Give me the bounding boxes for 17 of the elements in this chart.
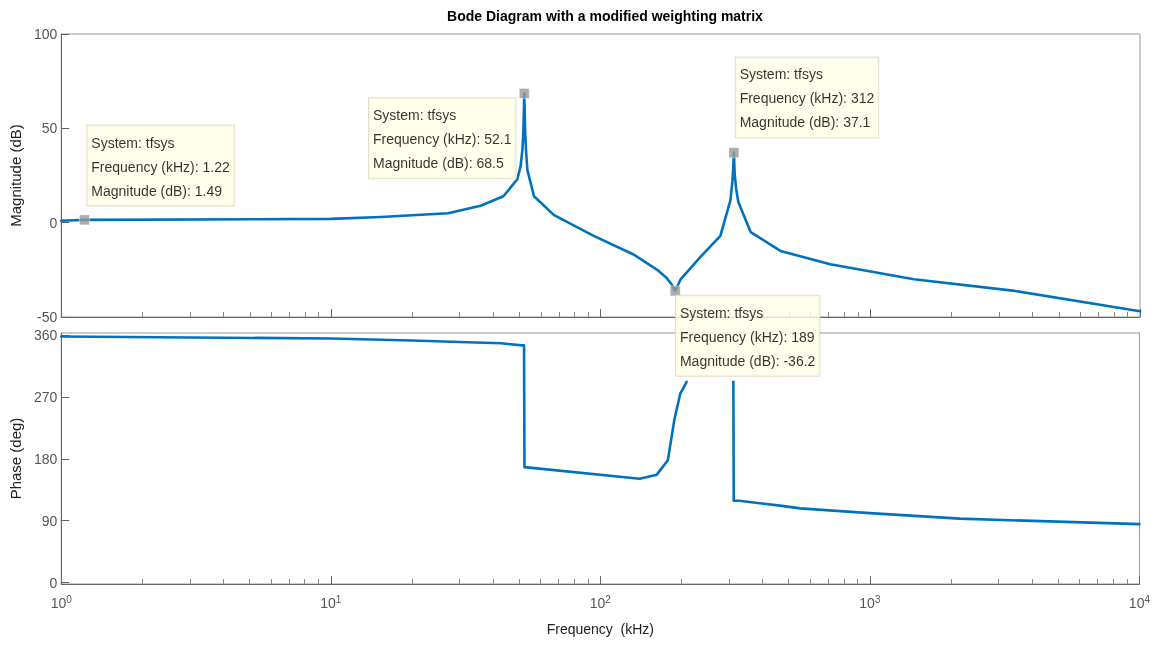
y-tick-label: 0 [49,214,58,231]
annotation: System: tfsys Frequency (kHz): 52.1 Magnitude (dB): 68.5 [373,107,512,172]
y-axis-title: Magnitude (dB) [7,124,24,227]
annotation: System: tfsys Frequency (kHz): 189 Magnitude (dB): -36.2 [679,304,816,369]
y-tick-label: -50 [37,309,58,325]
y-tick-label: 270 [33,388,58,405]
y-axis-title: Phase (deg) [7,417,24,500]
y-tick-label: 90 [41,512,58,529]
x-axis-title: Frequency (kHz) [546,621,655,637]
chart-title: Bode Diagram with a modified weighting matrix [447,8,764,24]
y-tick-label: 50 [41,120,58,137]
annotation: System: tfsys Frequency (kHz): 312 Magnitude (dB): 37.1 [739,66,875,131]
y-tick-label: 100 [33,26,58,42]
y-tick-label: 180 [33,450,58,467]
y-tick-label: 0 [49,574,58,591]
annotation: System: tfsys Frequency (kHz): 1.22 Magnitude (dB): 1.49 [91,134,231,199]
y-tick-label: 360 [33,327,58,344]
